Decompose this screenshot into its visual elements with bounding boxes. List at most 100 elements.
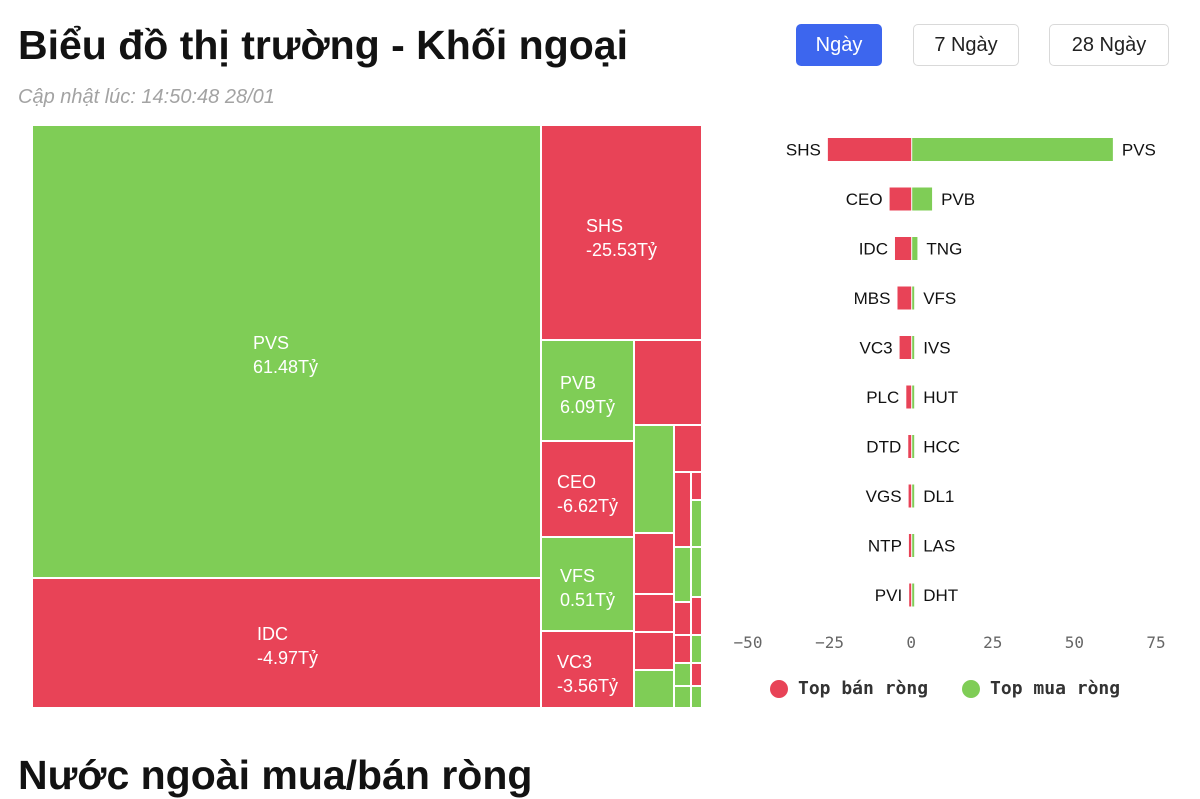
sell-bar-idc[interactable] bbox=[894, 237, 912, 260]
sell-ticker-label: MBS bbox=[854, 289, 891, 308]
treemap-cell-small[interactable] bbox=[691, 547, 702, 597]
tab-day[interactable]: Ngày bbox=[796, 24, 882, 66]
page-title: Biểu đồ thị trường - Khối ngoại bbox=[18, 22, 628, 68]
buy-ticker-label: VFS bbox=[923, 289, 956, 308]
sell-bar-vc3[interactable] bbox=[899, 336, 912, 359]
treemap-cell-small[interactable] bbox=[691, 500, 702, 547]
sell-ticker-label: IDC bbox=[859, 240, 888, 259]
buy-bar-tng[interactable] bbox=[912, 237, 918, 260]
treemap-cell-small[interactable] bbox=[691, 686, 702, 708]
treemap-cell-small[interactable] bbox=[691, 635, 702, 663]
cell-value: 6.09Tỷ bbox=[560, 397, 616, 417]
treemap-cell-small[interactable] bbox=[634, 670, 674, 708]
treemap-cell-small[interactable] bbox=[634, 340, 702, 425]
buy-bar-hut[interactable] bbox=[912, 385, 915, 409]
section-title: Nước ngoài mua/bán ròng bbox=[18, 752, 533, 798]
cell-ticker: VC3 bbox=[557, 652, 593, 672]
buy-bar-pvb[interactable] bbox=[912, 187, 933, 211]
cell-ticker: PVS bbox=[253, 333, 290, 353]
buy-ticker-label: DHT bbox=[923, 586, 958, 605]
treemap-cell-pvb[interactable]: PVB 6.09Tỷ bbox=[541, 340, 634, 441]
x-tick-label: 0 bbox=[906, 633, 916, 652]
treemap-cell-small[interactable] bbox=[674, 686, 691, 708]
treemap-cell-shs[interactable]: SHS -25.53Tỷ bbox=[541, 125, 702, 340]
treemap-cell-small[interactable] bbox=[674, 472, 691, 547]
buy-ticker-label: LAS bbox=[923, 537, 955, 556]
chart-legend: Top bán ròng Top mua ròng bbox=[770, 678, 1120, 699]
sell-ticker-label: SHS bbox=[786, 141, 821, 160]
cell-ticker: CEO bbox=[557, 472, 597, 492]
buy-bar-hcc[interactable] bbox=[912, 435, 915, 458]
treemap-cell-small[interactable] bbox=[634, 425, 674, 533]
legend-label: Top bán ròng bbox=[798, 678, 929, 699]
buy-ticker-label: DL1 bbox=[923, 487, 954, 506]
buy-bar-pvs[interactable] bbox=[912, 138, 1113, 161]
x-tick-label: 50 bbox=[1065, 633, 1084, 652]
treemap-cell-pvs[interactable]: PVS 61.48Tỷ bbox=[32, 125, 541, 578]
x-tick-label: −50 bbox=[734, 633, 763, 652]
cell-ticker: IDC bbox=[257, 624, 288, 644]
treemap-cell-small[interactable] bbox=[691, 597, 702, 635]
treemap-cell-ceo[interactable]: CEO -6.62Tỷ bbox=[541, 441, 634, 537]
sell-bar-shs[interactable] bbox=[827, 138, 912, 161]
tab-7-days[interactable]: 7 Ngày bbox=[913, 24, 1019, 66]
buy-bar-vfs[interactable] bbox=[912, 286, 915, 310]
buy-ticker-label: HCC bbox=[923, 438, 960, 457]
treemap-cell-small[interactable] bbox=[674, 635, 691, 663]
sell-bar-mbs[interactable] bbox=[897, 286, 912, 310]
cell-value: -4.97Tỷ bbox=[257, 648, 319, 668]
sell-ticker-label: PLC bbox=[866, 388, 899, 407]
treemap-cell-small[interactable] bbox=[634, 533, 674, 594]
cell-value: -25.53Tỷ bbox=[586, 240, 658, 260]
sell-legend-dot bbox=[770, 679, 788, 698]
sell-ticker-label: DTD bbox=[866, 438, 901, 457]
buy-ticker-label: PVB bbox=[941, 190, 975, 209]
sell-bar-ceo[interactable] bbox=[889, 187, 912, 211]
cell-value: 0.51Tỷ bbox=[560, 590, 616, 610]
treemap-cell-small[interactable] bbox=[674, 547, 691, 602]
treemap-cell-idc[interactable]: IDC -4.97Tỷ bbox=[32, 578, 541, 708]
sell-ticker-label: PVI bbox=[875, 586, 902, 605]
cell-value: -3.56Tỷ bbox=[557, 676, 619, 696]
cell-ticker: PVB bbox=[560, 373, 597, 393]
treemap-cell-small[interactable] bbox=[634, 594, 674, 632]
treemap-cell-small[interactable] bbox=[674, 425, 702, 472]
treemap-cell-small[interactable] bbox=[634, 632, 674, 670]
sell-bar-pvi[interactable] bbox=[909, 583, 912, 607]
legend-label: Top mua ròng bbox=[990, 678, 1121, 699]
sell-bar-dtd[interactable] bbox=[908, 435, 912, 458]
treemap-cell-small[interactable] bbox=[674, 602, 691, 635]
sell-ticker-label: VGS bbox=[866, 487, 902, 506]
buy-bar-dl1[interactable] bbox=[912, 484, 915, 508]
buy-ticker-label: IVS bbox=[923, 339, 950, 358]
buy-legend-dot bbox=[962, 679, 981, 698]
cell-value: -6.62Tỷ bbox=[557, 496, 619, 516]
buy-bar-dht[interactable] bbox=[912, 583, 915, 607]
cell-ticker: VFS bbox=[560, 566, 596, 586]
cell-ticker: SHS bbox=[586, 216, 624, 236]
cell-value: 61.48Tỷ bbox=[253, 357, 319, 377]
buy-bar-ivs[interactable] bbox=[912, 336, 915, 359]
buy-ticker-label: HUT bbox=[923, 388, 958, 407]
tab-28-days[interactable]: 28 Ngày bbox=[1049, 24, 1169, 66]
sell-bar-plc[interactable] bbox=[906, 385, 912, 409]
foreign-flow-treemap: PVS 61.48Tỷ SHS -25.53Tỷ IDC -4.97Tỷ PVB 6.0… bbox=[32, 125, 702, 708]
sell-ticker-label: NTP bbox=[868, 537, 902, 556]
treemap-cell-small[interactable] bbox=[691, 663, 702, 686]
sell-bar-vgs[interactable] bbox=[908, 484, 912, 508]
treemap-cell-small[interactable] bbox=[674, 663, 691, 686]
buy-ticker-label: PVS bbox=[1122, 141, 1156, 160]
legend-item-sell[interactable]: Top bán ròng bbox=[770, 678, 928, 699]
x-tick-label: 75 bbox=[1146, 633, 1165, 652]
treemap-cell-small[interactable] bbox=[691, 472, 702, 500]
treemap-cell-vfs[interactable]: VFS 0.51Tỷ bbox=[541, 537, 634, 631]
legend-item-buy[interactable]: Top mua ròng bbox=[962, 678, 1120, 699]
sell-ticker-label: VC3 bbox=[860, 339, 893, 358]
buy-bar-las[interactable] bbox=[912, 534, 915, 557]
treemap-cell-vc3[interactable]: VC3 -3.56Tỷ bbox=[541, 631, 634, 708]
last-updated: Cập nhật lúc: 14:50:48 28/01 bbox=[18, 86, 275, 108]
sell-bar-ntp[interactable] bbox=[908, 534, 912, 557]
buy-ticker-label: TNG bbox=[926, 240, 962, 259]
x-tick-label: 25 bbox=[983, 633, 1002, 652]
net-flow-bar-chart: SHS PVS CEO PVB IDC TNG MBS VFS VC3 IVS PLC HUT DTD H… bbox=[734, 138, 1166, 652]
